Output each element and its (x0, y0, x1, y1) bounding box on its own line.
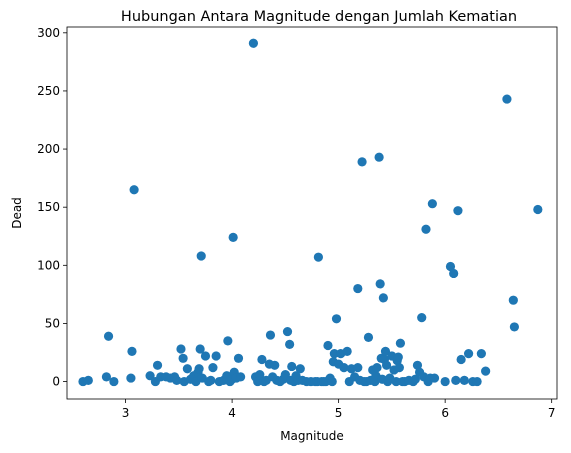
data-point-142 (476, 349, 486, 359)
data-point-90 (353, 283, 363, 294)
data-point-133 (445, 261, 456, 272)
data-point-130 (427, 199, 437, 209)
data-point-42 (233, 353, 244, 363)
chart-title: Hubungan Antara Magnitude dengan Jumlah … (121, 9, 517, 25)
data-point-1 (83, 375, 93, 385)
data-point-101 (374, 152, 384, 162)
data-point-105 (378, 293, 388, 303)
y-axis-label: Dead (10, 197, 24, 229)
data-point-52 (265, 330, 276, 340)
data-point-3 (103, 331, 114, 341)
y-tick-label-150: 150 (37, 200, 60, 214)
data-point-135 (451, 375, 461, 385)
data-point-30 (206, 375, 216, 385)
data-point-102 (375, 279, 385, 289)
data-point-17 (178, 353, 188, 363)
data-point-28 (200, 351, 211, 361)
x-tick-label-7: 7 (548, 406, 556, 420)
data-point-76 (323, 340, 333, 351)
data-point-137 (456, 354, 466, 365)
data-point-8 (145, 371, 155, 381)
data-point-139 (463, 349, 474, 359)
data-point-16 (176, 344, 186, 354)
data-point-6 (127, 346, 137, 356)
y-tick-label-50: 50 (45, 316, 60, 330)
data-point-144 (502, 94, 512, 104)
data-point-125 (417, 313, 427, 323)
data-point-36 (223, 336, 233, 346)
data-point-15 (172, 375, 182, 385)
y-tick-label-250: 250 (37, 84, 60, 98)
data-point-107 (380, 346, 391, 356)
data-point-122 (410, 374, 420, 384)
x-tick-label-3: 3 (122, 406, 130, 420)
data-point-7 (129, 185, 139, 195)
plot-frame (66, 26, 558, 400)
data-point-4 (109, 376, 119, 387)
x-tick-label-4: 4 (228, 406, 236, 420)
data-point-24 (194, 364, 204, 374)
x-axis-label: Magnitude (280, 429, 344, 443)
data-point-116 (394, 363, 404, 373)
data-point-115 (393, 352, 403, 362)
data-point-85 (342, 346, 352, 356)
data-point-134 (449, 268, 459, 279)
data-point-5 (126, 373, 136, 383)
data-point-47 (255, 369, 265, 380)
data-point-80 (329, 349, 339, 359)
x-tick-label-5: 5 (335, 406, 343, 420)
data-point-72 (313, 252, 323, 262)
data-point-59 (282, 326, 293, 337)
x-tick-label-6: 6 (441, 406, 449, 420)
data-point-10 (152, 360, 163, 370)
data-point-113 (391, 376, 401, 387)
data-point-26 (196, 251, 206, 261)
data-point-141 (472, 376, 482, 387)
data-point-54 (270, 360, 280, 370)
y-tick-label-200: 200 (37, 142, 60, 156)
data-point-48 (257, 354, 267, 365)
data-point-123 (412, 360, 423, 370)
data-point-146 (509, 322, 519, 332)
data-point-117 (395, 338, 406, 348)
data-point-138 (459, 375, 469, 385)
data-point-62 (287, 361, 297, 372)
data-point-78 (327, 376, 337, 387)
x-axis: 3 4 5 6 7 (122, 399, 556, 420)
data-point-127 (421, 224, 431, 234)
data-point-81 (331, 314, 342, 324)
data-point-136 (453, 206, 463, 216)
data-point-108 (381, 360, 392, 370)
data-point-131 (429, 373, 440, 383)
y-tick-label-300: 300 (37, 26, 60, 40)
data-point-84 (339, 363, 349, 373)
data-point-46 (253, 376, 263, 387)
data-point-19 (182, 364, 192, 374)
data-point-2 (101, 372, 112, 382)
data-point-31 (208, 363, 218, 373)
data-point-43 (236, 372, 246, 382)
data-point-95 (363, 332, 374, 342)
y-tick-label-100: 100 (37, 258, 60, 272)
data-point-66 (295, 364, 305, 374)
data-point-100 (372, 363, 382, 373)
y-tick-label-0: 0 (52, 375, 60, 389)
data-point-58 (280, 369, 290, 380)
data-point-92 (357, 157, 367, 167)
data-point-25 (195, 344, 205, 354)
data-point-89 (353, 363, 363, 373)
data-point-44 (248, 38, 259, 48)
y-axis: 0 50 100 150 200 250 300 (37, 26, 67, 389)
data-point-143 (481, 366, 491, 376)
data-point-145 (508, 295, 518, 305)
data-point-147 (533, 204, 543, 215)
data-point-132 (440, 376, 450, 387)
data-point-60 (285, 339, 295, 349)
data-points (78, 38, 543, 387)
data-point-32 (211, 351, 221, 361)
data-point-39 (228, 232, 238, 243)
